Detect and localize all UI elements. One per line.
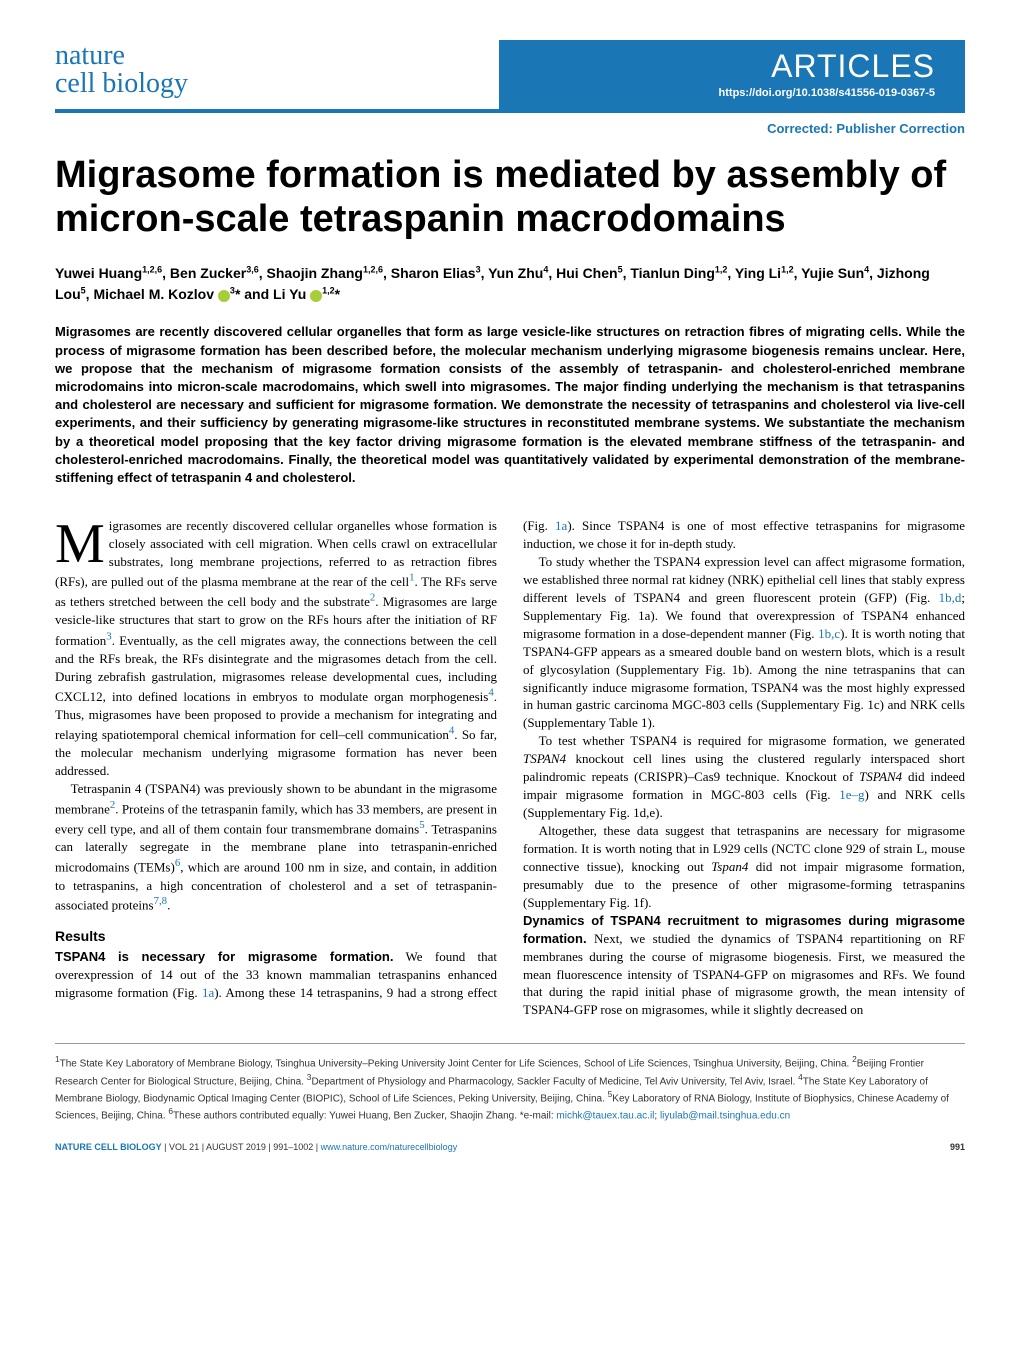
header-bar: nature cell biology ARTICLES https://doi… xyxy=(55,40,965,113)
footer: NATURE CELL BIOLOGY | VOL 21 | AUGUST 20… xyxy=(55,1142,965,1152)
body-p7: Dynamics of TSPAN4 recruitment to migras… xyxy=(523,912,965,1020)
body-p1: Migrasomes are recently discovered cellu… xyxy=(55,517,497,780)
p7-text: Next, we studied the dynamics of TSPAN4 … xyxy=(523,931,965,1018)
articles-label: ARTICLES xyxy=(719,48,935,85)
journal-line2: cell biology xyxy=(55,68,188,99)
affiliations: 1The State Key Laboratory of Membrane Bi… xyxy=(55,1043,965,1123)
articles-box: ARTICLES https://doi.org/10.1038/s41556-… xyxy=(499,40,965,109)
footer-issue: | VOL 21 | AUGUST 2019 | 991–1002 | xyxy=(162,1142,321,1152)
page-number: 991 xyxy=(950,1142,965,1152)
abstract: Migrasomes are recently discovered cellu… xyxy=(55,323,965,487)
footer-left: NATURE CELL BIOLOGY | VOL 21 | AUGUST 20… xyxy=(55,1142,457,1152)
correction-notice[interactable]: Corrected: Publisher Correction xyxy=(55,121,965,136)
results-heading: Results xyxy=(55,927,497,946)
journal-logo: nature cell biology xyxy=(55,42,188,108)
dropcap: M xyxy=(55,517,109,569)
body-p1-text: igrasomes are recently discovered cellul… xyxy=(55,518,497,778)
article-title: Migrasome formation is mediated by assem… xyxy=(55,154,965,241)
p3-runin: TSPAN4 is necessary for migrasome format… xyxy=(55,949,393,964)
footer-brand: NATURE CELL BIOLOGY xyxy=(55,1142,162,1152)
footer-url[interactable]: www.nature.com/naturecellbiology xyxy=(321,1142,458,1152)
body-p2: Tetraspanin 4 (TSPAN4) was previously sh… xyxy=(55,780,497,915)
body-columns: Migrasomes are recently discovered cellu… xyxy=(55,517,965,1019)
journal-line1: nature xyxy=(55,40,125,71)
body-p4: To study whether the TSPAN4 expression l… xyxy=(523,553,965,732)
body-p5: To test whether TSPAN4 is required for m… xyxy=(523,732,965,822)
body-p6: Altogether, these data suggest that tetr… xyxy=(523,822,965,912)
doi-link[interactable]: https://doi.org/10.1038/s41556-019-0367-… xyxy=(719,87,935,99)
author-list: Yuwei Huang1,2,6, Ben Zucker3,6, Shaojin… xyxy=(55,263,965,305)
